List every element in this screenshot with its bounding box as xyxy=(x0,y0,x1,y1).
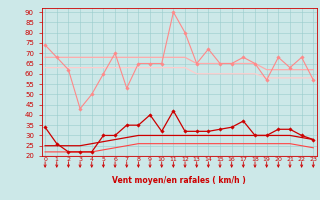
X-axis label: Vent moyen/en rafales ( km/h ): Vent moyen/en rafales ( km/h ) xyxy=(112,176,246,185)
